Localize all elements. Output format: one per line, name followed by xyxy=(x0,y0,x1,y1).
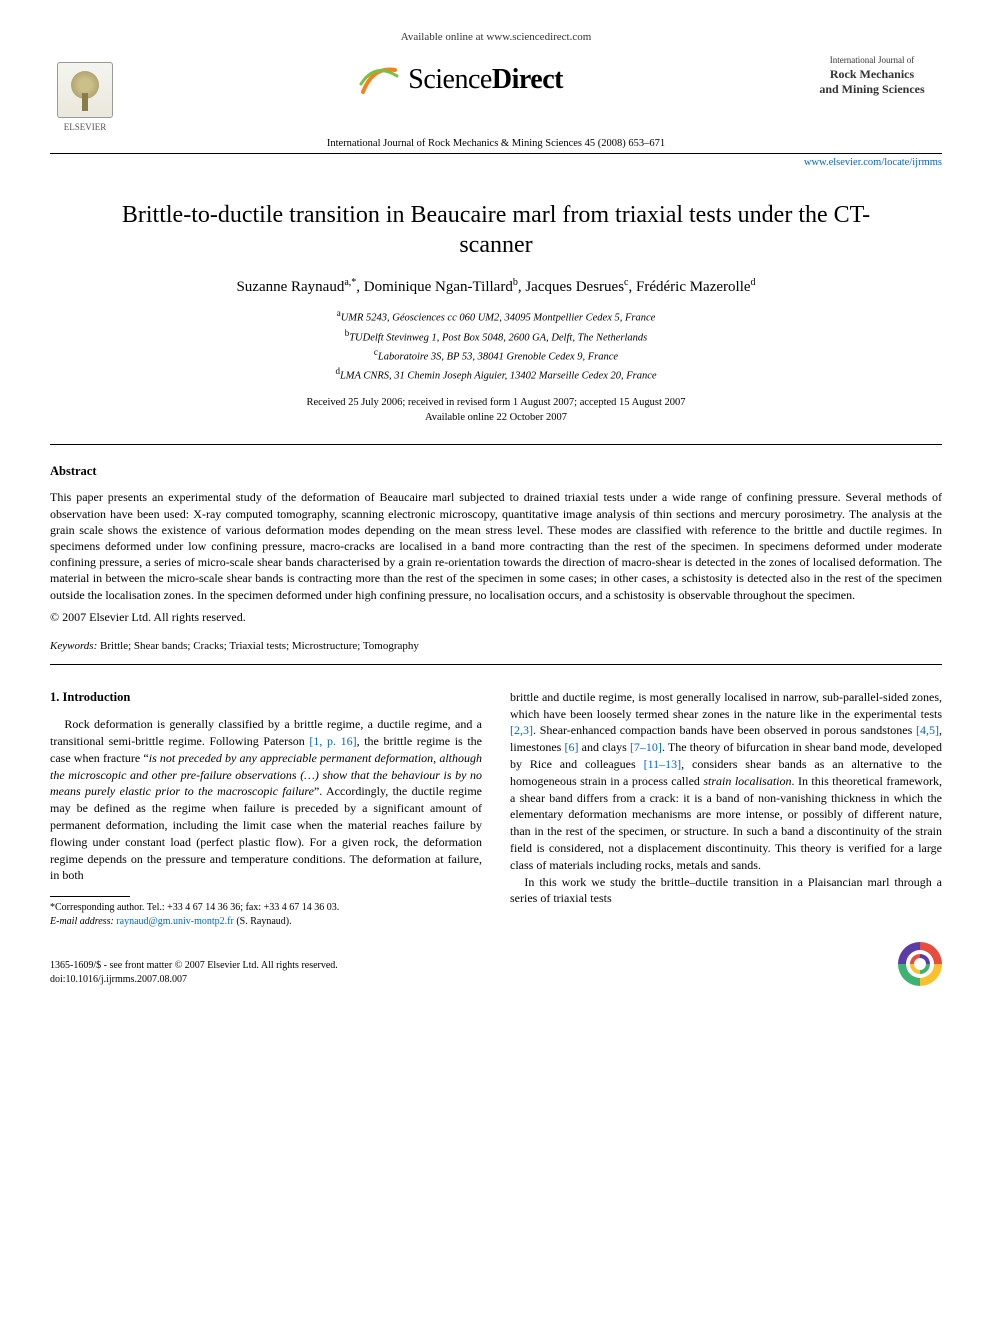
publication-reference: International Journal of Rock Mechanics … xyxy=(50,137,942,151)
affil-c: cLaboratoire 3S, BP 53, 38041 Grenoble C… xyxy=(50,346,942,365)
sd-left: Science xyxy=(408,64,492,95)
intro-para-right-2: In this work we study the brittle–ductil… xyxy=(510,874,942,908)
footnotes: *Corresponding author. Tel.: +33 4 67 14… xyxy=(50,901,482,928)
affil-b: bTUDelft Stevinweg 1, Post Box 5048, 260… xyxy=(50,327,942,346)
email-suffix: (S. Raynaud). xyxy=(236,916,291,927)
elsevier-label: ELSEVIER xyxy=(64,121,107,133)
intro-para-right-1: brittle and ductile regime, is most gene… xyxy=(510,689,942,874)
keywords-line: Keywords: Brittle; Shear bands; Cracks; … xyxy=(50,639,942,654)
header-top-row: ELSEVIER ScienceDirect International Jou… xyxy=(50,55,942,133)
sciencedirect-logo: ScienceDirect xyxy=(120,55,802,99)
intro-heading: 1. Introduction xyxy=(50,689,482,707)
sd-swoosh-icon xyxy=(359,62,399,98)
email-label: E-mail address: xyxy=(50,916,114,927)
affiliations: aUMR 5243, Géosciences cc 060 UM2, 34095… xyxy=(50,307,942,384)
available-online-line: Available online at www.sciencedirect.co… xyxy=(50,30,942,45)
page-footer: 1365-1609/$ - see front matter © 2007 El… xyxy=(50,942,942,986)
corresponding-author: *Corresponding author. Tel.: +33 4 67 14… xyxy=(50,901,482,915)
dates-online: Available online 22 October 2007 xyxy=(50,411,942,426)
page-header: Available online at www.sciencedirect.co… xyxy=(50,30,942,170)
keywords-list: Brittle; Shear bands; Cracks; Triaxial t… xyxy=(100,640,419,652)
sd-brand-text: ScienceDirect xyxy=(408,61,563,99)
header-rule xyxy=(50,153,942,154)
journal-line1: International Journal of xyxy=(802,55,942,67)
dates-received: Received 25 July 2006; received in revis… xyxy=(50,396,942,411)
abstract-copyright: © 2007 Elsevier Ltd. All rights reserved… xyxy=(50,609,942,625)
intro-para-left: Rock deformation is generally classified… xyxy=(50,716,482,884)
affil-d: dLMA CNRS, 31 Chemin Joseph Aiguier, 134… xyxy=(50,365,942,384)
affil-a: aUMR 5243, Géosciences cc 060 UM2, 34095… xyxy=(50,307,942,326)
post-abstract-rule xyxy=(50,664,942,665)
article-title: Brittle-to-ductile transition in Beaucai… xyxy=(90,200,902,260)
journal-line2: Rock Mechanics xyxy=(802,67,942,83)
elsevier-tree-icon xyxy=(57,62,113,118)
abstract-heading: Abstract xyxy=(50,463,942,480)
doi-line: doi:10.1016/j.ijrmms.2007.08.007 xyxy=(50,973,338,987)
crossmark-icon[interactable] xyxy=(898,942,942,986)
footnote-separator xyxy=(50,896,130,897)
pre-abstract-rule xyxy=(50,444,942,445)
sd-right: Direct xyxy=(492,64,563,95)
author-list: Suzanne Raynauda,*, Dominique Ngan-Tilla… xyxy=(50,276,942,297)
abstract-body: This paper presents an experimental stud… xyxy=(50,489,942,602)
journal-url[interactable]: www.elsevier.com/locate/ijrmms xyxy=(50,156,942,170)
issn-line: 1365-1609/$ - see front matter © 2007 El… xyxy=(50,959,338,973)
body-columns: 1. Introduction Rock deformation is gene… xyxy=(50,689,942,928)
footer-left: 1365-1609/$ - see front matter © 2007 El… xyxy=(50,959,338,986)
article-dates: Received 25 July 2006; received in revis… xyxy=(50,396,942,425)
elsevier-logo: ELSEVIER xyxy=(50,55,120,133)
journal-line3: and Mining Sciences xyxy=(802,82,942,98)
keywords-label: Keywords: xyxy=(50,640,97,652)
email-address[interactable]: raynaud@gm.univ-montp2.fr xyxy=(116,916,234,927)
email-line: E-mail address: raynaud@gm.univ-montp2.f… xyxy=(50,915,482,929)
journal-title-box: International Journal of Rock Mechanics … xyxy=(802,55,942,98)
